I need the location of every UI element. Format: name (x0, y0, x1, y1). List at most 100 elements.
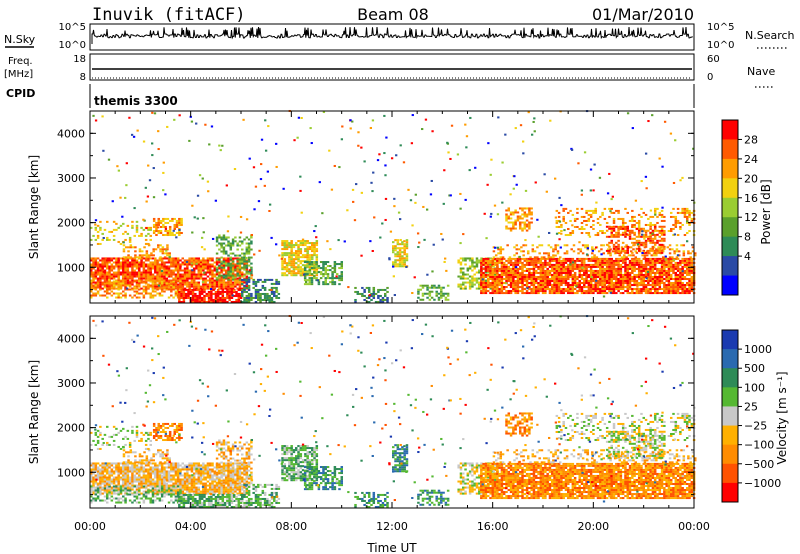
power-cell (311, 258, 314, 261)
power-cell (537, 261, 540, 264)
power-cell (270, 300, 274, 303)
power-cell (617, 217, 620, 220)
power-cell (128, 275, 132, 278)
power-cell (159, 229, 163, 233)
power-cell (564, 290, 568, 293)
power-cell (166, 229, 170, 233)
power-cell (610, 284, 613, 287)
power-cell (243, 298, 246, 301)
power-cell (285, 248, 289, 251)
power-cell (663, 267, 666, 270)
power-cell (637, 269, 641, 272)
power-cell (681, 284, 684, 287)
power-cell (231, 240, 235, 243)
power-cell (297, 248, 300, 251)
power-cell (637, 231, 641, 234)
power-cell (243, 284, 246, 287)
power-cell (564, 271, 568, 274)
power-cell (318, 181, 321, 184)
power-cell (612, 275, 616, 278)
power-cell (544, 292, 547, 295)
power-cell (642, 241, 646, 244)
power-cell (142, 140, 146, 143)
power-cell (117, 286, 120, 289)
power-cell (241, 294, 244, 297)
power-cell (610, 227, 613, 230)
power-cell (211, 271, 214, 274)
power-cell (498, 269, 501, 272)
power-cell (349, 119, 352, 122)
power-cell (319, 267, 323, 270)
power-cell (154, 283, 157, 286)
power-cell (539, 271, 543, 274)
power-cell (679, 259, 682, 262)
power-cell (396, 241, 400, 244)
power-cell (585, 267, 588, 270)
power-cell (548, 273, 552, 276)
power-cell (238, 271, 242, 274)
power-cell (569, 269, 572, 272)
power-cell (290, 260, 293, 263)
power-cell (649, 231, 652, 234)
power-cell (273, 290, 276, 293)
power-cell (306, 256, 309, 259)
power-cell (649, 235, 652, 238)
power-cell (653, 263, 657, 266)
power-cell (396, 239, 400, 242)
power-cell (142, 288, 146, 291)
power-cell (297, 258, 300, 261)
power-cell (233, 168, 237, 171)
power-cell (512, 271, 515, 274)
power-cell (243, 281, 246, 284)
power-cell (651, 284, 655, 287)
power-cell (683, 213, 687, 216)
power-cell (227, 264, 230, 267)
power-cell (523, 284, 527, 287)
power-cell (502, 267, 506, 270)
power-cell (468, 257, 472, 260)
power-cell (245, 260, 249, 263)
power-cell (605, 261, 609, 264)
power-cell (241, 300, 244, 303)
power-cell (608, 284, 611, 287)
power-cell (560, 267, 563, 270)
power-cell (528, 225, 531, 228)
power-cell (546, 263, 549, 266)
power-cell (633, 263, 636, 266)
power-cell (583, 259, 586, 262)
power-cell (158, 277, 162, 280)
power-cell (578, 265, 581, 268)
power-cell (471, 257, 474, 260)
power-cell (689, 256, 692, 259)
power-cell (360, 191, 363, 194)
power-cell (247, 284, 251, 287)
power-cell (474, 166, 477, 169)
power-cell (308, 279, 311, 282)
power-cell (90, 226, 93, 229)
power-cell (124, 259, 127, 262)
power-cell (644, 229, 648, 232)
power-cell (236, 283, 239, 286)
power-cell (403, 247, 406, 250)
power-cell (126, 261, 130, 264)
power-cell (285, 266, 289, 269)
power-cell (486, 290, 490, 293)
power-cell (562, 271, 565, 274)
power-cell (569, 271, 572, 274)
power-cell (478, 287, 481, 290)
power-cell (509, 273, 513, 276)
power-cell (612, 219, 616, 222)
power-cell (656, 284, 659, 287)
power-cell (525, 263, 529, 266)
power-cell (514, 127, 517, 130)
power-cell (333, 263, 337, 266)
power-cell (99, 279, 102, 282)
power-cell (537, 277, 540, 281)
power-cell (516, 292, 520, 295)
power-cell (504, 282, 508, 285)
power-cell (562, 215, 565, 218)
power-cell (502, 261, 506, 264)
power-cell (122, 259, 125, 262)
power-cell (174, 283, 178, 286)
power-cell (329, 265, 332, 268)
